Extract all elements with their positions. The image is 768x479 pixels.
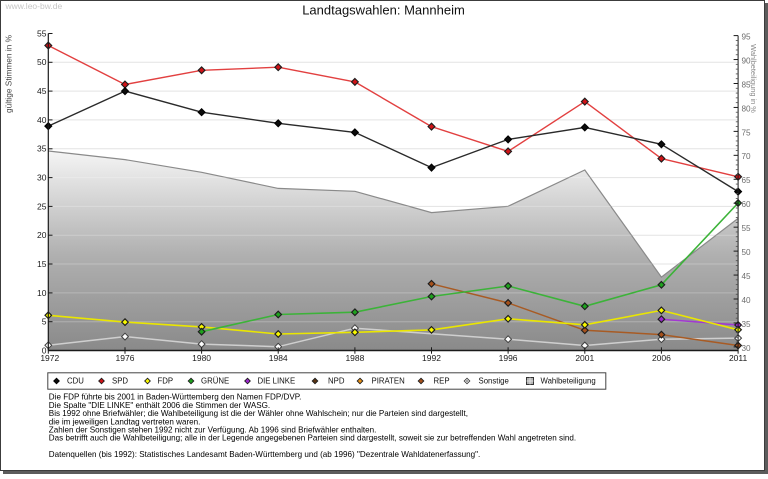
svg-text:70: 70 bbox=[742, 152, 752, 161]
svg-text:40: 40 bbox=[742, 296, 752, 305]
svg-text:gültige Stimmen in %: gültige Stimmen in % bbox=[4, 34, 14, 113]
svg-text:65: 65 bbox=[742, 176, 752, 185]
svg-text:DIE LINKE: DIE LINKE bbox=[258, 377, 296, 386]
svg-text:1984: 1984 bbox=[269, 353, 288, 363]
svg-text:REP: REP bbox=[434, 377, 450, 386]
svg-text:50: 50 bbox=[742, 248, 752, 257]
svg-text:1988: 1988 bbox=[345, 353, 364, 363]
svg-text:1976: 1976 bbox=[116, 353, 135, 363]
svg-text:30: 30 bbox=[742, 344, 752, 353]
svg-text:NPD: NPD bbox=[328, 377, 345, 386]
svg-text:55: 55 bbox=[742, 224, 752, 233]
svg-text:Wahlbeteiligung: Wahlbeteiligung bbox=[541, 377, 596, 386]
svg-text:Sonstige: Sonstige bbox=[479, 377, 509, 386]
svg-text:2011: 2011 bbox=[729, 353, 748, 363]
svg-text:GRÜNE: GRÜNE bbox=[201, 377, 229, 386]
svg-text:45: 45 bbox=[37, 86, 47, 96]
svg-text:CDU: CDU bbox=[67, 377, 84, 386]
svg-text:Datenquellen (bis 1992): Stati: Datenquellen (bis 1992): Statistisches L… bbox=[49, 450, 481, 459]
svg-text:1980: 1980 bbox=[192, 353, 211, 363]
svg-text:75: 75 bbox=[742, 128, 752, 137]
svg-text:Landtagswahlen: Mannheim: Landtagswahlen: Mannheim bbox=[302, 2, 465, 17]
svg-text:40: 40 bbox=[37, 115, 47, 125]
svg-text:SPD: SPD bbox=[112, 377, 128, 386]
svg-text:FDP: FDP bbox=[158, 377, 174, 386]
svg-text:95: 95 bbox=[742, 33, 752, 42]
svg-text:PIRATEN: PIRATEN bbox=[372, 377, 405, 386]
svg-text:5: 5 bbox=[42, 317, 47, 327]
svg-text:Das betrifft auch die Wahlbete: Das betrifft auch die Wahlbeteiligung; a… bbox=[49, 434, 576, 443]
svg-text:1996: 1996 bbox=[499, 353, 518, 363]
svg-text:25: 25 bbox=[37, 201, 47, 211]
svg-text:55: 55 bbox=[37, 28, 47, 38]
svg-text:10: 10 bbox=[37, 288, 47, 298]
svg-text:1992: 1992 bbox=[422, 353, 441, 363]
svg-text:1972: 1972 bbox=[40, 353, 59, 363]
svg-text:35: 35 bbox=[742, 320, 752, 329]
svg-text:Wahlbeteiligung in %: Wahlbeteiligung in % bbox=[749, 44, 758, 113]
svg-text:20: 20 bbox=[37, 230, 47, 240]
svg-text:45: 45 bbox=[742, 272, 752, 281]
svg-text:2001: 2001 bbox=[575, 353, 594, 363]
svg-text:30: 30 bbox=[37, 173, 47, 183]
svg-text:50: 50 bbox=[37, 57, 47, 67]
svg-text:15: 15 bbox=[37, 259, 47, 269]
svg-text:60: 60 bbox=[742, 200, 752, 209]
svg-text:2006: 2006 bbox=[652, 353, 671, 363]
svg-text:35: 35 bbox=[37, 144, 47, 154]
svg-text:www.leo-bw.de: www.leo-bw.de bbox=[5, 1, 63, 11]
